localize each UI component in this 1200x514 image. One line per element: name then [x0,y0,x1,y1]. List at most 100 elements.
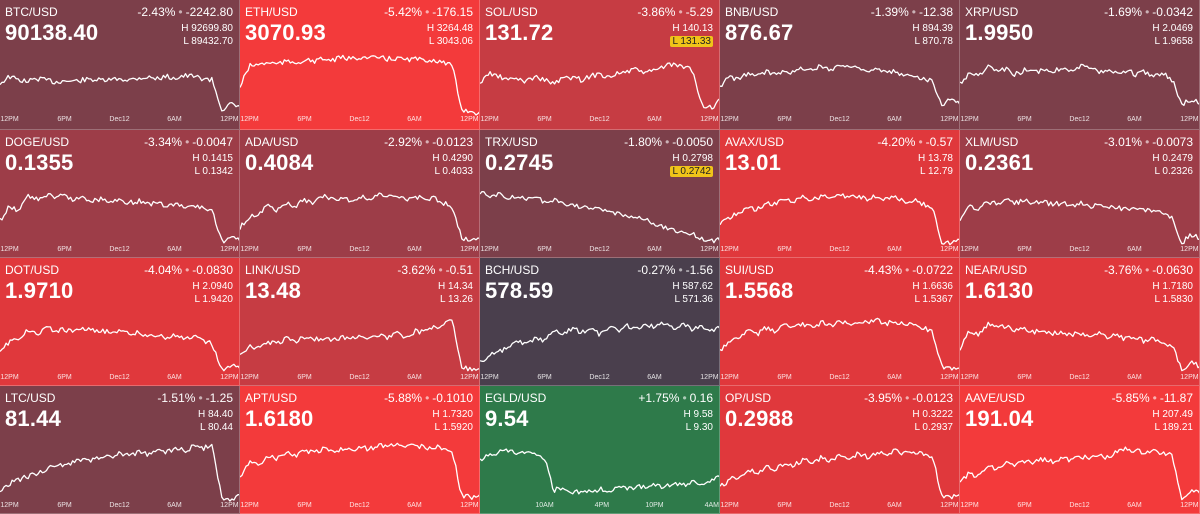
low-readout: L 12.79 [920,166,953,177]
high-value: 1.7180 [1162,281,1193,292]
separator-dot-icon: • [905,263,910,277]
time-tick-label: 6AM [167,246,182,253]
change-readout: +1.75% • 0.16 [638,391,713,405]
low-value: 0.2742 [680,166,711,177]
ticker-tile[interactable]: OP/USD -3.95% • -0.0123 0.2988 H 0.3222 L 0.29… [720,386,960,514]
low-value: 131.33 [680,36,711,47]
sparkline-path [240,442,479,500]
time-tick-label: 12PM [480,116,499,123]
low-readout: L 0.2742 [670,166,713,177]
time-tick-label: 12PM [240,374,259,381]
time-axis: 12PM 6PM Dec12 6AM 12PM [960,246,1199,257]
ticker-tile[interactable]: AVAX/USD -4.20% • -0.57 13.01 H 13.78 L 12.79 1… [720,130,960,258]
low-value: 1.9420 [202,294,233,305]
high-readout: H 2.0940 [192,281,233,292]
ticker-tile[interactable]: XLM/USD -3.01% • -0.0073 0.2361 H 0.2479 L 0.2… [960,130,1200,258]
ticker-tile[interactable]: ADA/USD -2.92% • -0.0123 0.4084 H 0.4290 L 0.4… [240,130,480,258]
time-axis: 12PM 6PM Dec12 6AM 12PM [0,502,239,513]
absolute-change: -0.0342 [1152,5,1193,19]
sparkline-path [960,63,1199,107]
high-value: 140.13 [682,23,713,34]
time-tick-label: 12PM [720,502,739,509]
sparkline-path [0,73,239,112]
high-readout: H 0.2479 [1152,153,1193,164]
time-tick-label: 6AM [887,374,902,381]
low-readout: L 571.36 [674,294,713,305]
price-sparkline [720,317,959,371]
percent-change: -3.62% [397,263,436,277]
ticker-tile[interactable]: ETH/USD -5.42% • -176.15 3070.93 H 3264.48 L 3… [240,0,480,130]
separator-dot-icon: • [682,391,687,405]
low-value: 0.2937 [922,422,953,433]
high-value: 14.34 [447,281,473,292]
last-price: 131.72 [485,20,554,45]
time-tick-label: 6AM [167,374,182,381]
ticker-tile[interactable]: XRP/USD -1.69% • -0.0342 1.9950 H 2.0469 L 1.9… [960,0,1200,130]
time-tick-label: 12PM [940,116,959,123]
ticker-tile[interactable]: EGLD/USD +1.75% • 0.16 9.54 H 9.58 L 9.30 10AM 4… [480,386,720,514]
high-readout: H 587.62 [672,281,713,292]
low-readout: L 1.9420 [194,294,233,305]
pair-symbol: XRP/USD [965,5,1019,19]
time-axis: 12PM 6PM Dec12 6AM 12PM [960,502,1199,513]
change-readout: -1.39% • -12.38 [871,5,953,19]
time-tick-label: 4AM [704,502,720,509]
time-tick-label: 6PM [297,246,312,253]
ticker-tile[interactable]: SOL/USD -3.86% • -5.29 131.72 H 140.13 L 131.3… [480,0,720,130]
low-value: 0.1342 [202,166,233,177]
time-tick-label: 6PM [777,374,792,381]
time-tick-label: Dec12 [109,116,130,123]
change-readout: -5.85% • -11.87 [1112,391,1193,405]
ticker-tile[interactable]: SUI/USD -4.43% • -0.0722 1.5568 H 1.6636 L 1.5… [720,258,960,386]
ticker-tile[interactable]: BCH/USD -0.27% • -1.56 578.59 H 587.62 L 571.3… [480,258,720,386]
ticker-tile[interactable]: DOT/USD -4.04% • -0.0830 1.9710 H 2.0940 L 1.9… [0,258,240,386]
last-price: 3070.93 [245,20,326,45]
pair-symbol: NEAR/USD [965,263,1028,277]
time-tick-label: 6AM [167,116,182,123]
time-axis: 12PM 6PM Dec12 6AM 12PM [240,502,479,513]
high-value: 0.1415 [202,153,233,164]
ticker-tile[interactable]: AAVE/USD -5.85% • -11.87 191.04 H 207.49 L 189… [960,386,1200,514]
ticker-tile[interactable]: DOGE/USD -3.34% • -0.0047 0.1355 H 0.1415 L 0.… [0,130,240,258]
time-tick-label: 12PM [0,374,19,381]
time-tick-label: 6PM [537,116,552,123]
low-readout: L 0.1342 [194,166,233,177]
time-tick-label: 12PM [1180,246,1199,253]
time-tick-label: 6AM [647,246,662,253]
ticker-tile[interactable]: APT/USD -5.88% • -0.1010 1.6180 H 1.7320 L 1.5… [240,386,480,514]
time-tick-label: 6PM [1017,374,1032,381]
ticker-tile[interactable]: BNB/USD -1.39% • -12.38 876.67 H 894.39 L 870.… [720,0,960,130]
time-tick-label: 6PM [537,374,552,381]
absolute-change: -0.0123 [432,135,473,149]
high-readout: H 3264.48 [426,23,473,34]
absolute-change: -176.15 [432,5,473,19]
percent-change: -3.76% [1104,263,1143,277]
change-readout: -1.51% • -1.25 [157,391,233,405]
low-readout: L 80.44 [200,422,233,433]
last-price: 1.6180 [245,406,314,431]
time-axis: 12PM 6PM Dec12 6AM 12PM [480,374,719,385]
time-tick-label: 6PM [777,246,792,253]
high-readout: H 9.58 [683,409,713,420]
time-tick-label: 12PM [960,374,979,381]
time-tick-label: 6AM [407,246,422,253]
time-tick-label: 12PM [720,116,739,123]
separator-dot-icon: • [1145,135,1150,149]
absolute-change: -0.0830 [192,263,233,277]
separator-dot-icon: • [425,391,430,405]
low-value: 13.26 [447,294,473,305]
time-tick-label: 12PM [0,246,19,253]
price-sparkline [240,319,479,372]
high-value: 92699.80 [191,23,233,34]
high-value: 207.49 [1162,409,1193,420]
ticker-tile[interactable]: NEAR/USD -3.76% • -0.0630 1.6130 H 1.7180 L 1.… [960,258,1200,386]
ticker-tile[interactable]: BTC/USD -2.43% • -2242.80 90138.40 H 92699.80… [0,0,240,130]
time-tick-label: 6PM [1017,502,1032,509]
ticker-tile[interactable]: LTC/USD -1.51% • -1.25 81.44 H 84.40 L 80.44 12… [0,386,240,514]
ticker-tile[interactable]: LINK/USD -3.62% • -0.51 13.48 H 14.34 L 13.26 1… [240,258,480,386]
percent-change: -3.86% [637,5,676,19]
ticker-tile[interactable]: TRX/USD -1.80% • -0.0050 0.2745 H 0.2798 L 0.2… [480,130,720,258]
time-tick-label: 12PM [1180,502,1199,509]
time-tick-label: 12PM [220,246,239,253]
separator-dot-icon: • [438,263,443,277]
